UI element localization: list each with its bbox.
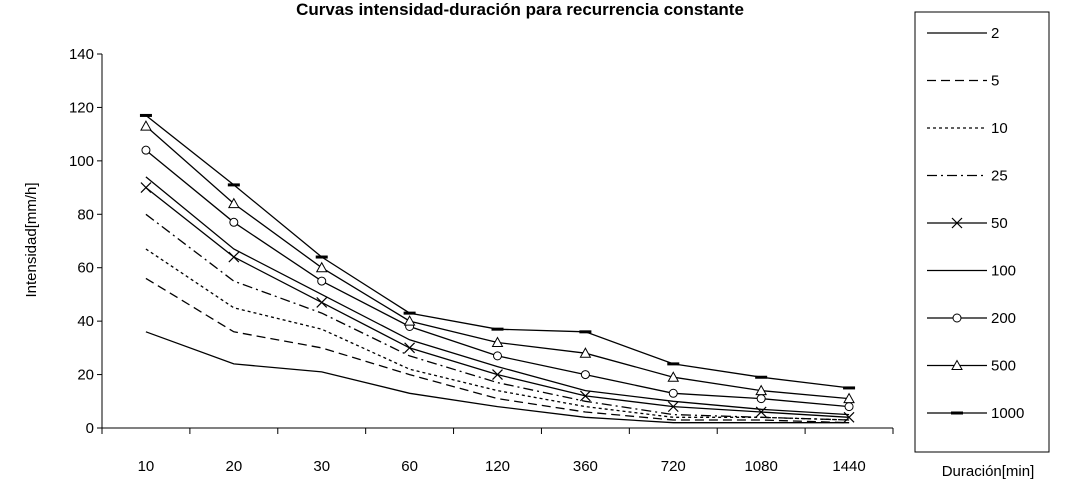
legend-box — [914, 11, 1050, 453]
data-point-50 — [140, 182, 152, 193]
legend-label-500: 500 — [991, 358, 1016, 375]
y-tick-label: 80 — [77, 206, 94, 223]
series-2 — [145, 331, 850, 424]
x-tick-label: 720 — [661, 458, 686, 475]
data-point-500 — [755, 384, 768, 396]
series-500 — [140, 120, 855, 404]
x-tick-label: 30 — [313, 458, 330, 475]
data-point-1000 — [139, 113, 152, 117]
x-tick-label: 1440 — [832, 458, 865, 475]
data-point-200 — [229, 217, 239, 227]
series-10 — [145, 248, 850, 421]
series-100 — [145, 176, 850, 416]
legend-marker-200 — [952, 313, 962, 323]
data-point-500 — [403, 315, 416, 326]
data-point-500 — [579, 347, 592, 358]
y-tick-label: 140 — [69, 46, 94, 63]
data-point-200 — [756, 394, 766, 404]
data-point-200 — [580, 370, 590, 380]
series-line-5 — [145, 277, 850, 424]
data-point-50 — [404, 342, 416, 354]
data-point-1000 — [667, 362, 680, 366]
legend-marker-1000 — [951, 411, 963, 415]
data-point-1000 — [491, 327, 504, 331]
y-tick-label: 20 — [77, 367, 94, 384]
data-point-1000 — [843, 386, 856, 390]
series-line-50 — [145, 187, 850, 418]
legend-label-100: 100 — [991, 263, 1016, 280]
x-tick-label: 10 — [138, 458, 155, 475]
legend-label-2: 2 — [991, 25, 999, 42]
x-tick-label: 20 — [225, 458, 242, 475]
series-1000 — [139, 113, 856, 390]
legend-marker-500 — [951, 359, 963, 370]
data-point-500 — [491, 336, 504, 348]
legend-label-5: 5 — [991, 73, 999, 90]
legend-label-200: 200 — [991, 310, 1016, 327]
data-point-200 — [844, 402, 854, 412]
data-point-200 — [141, 145, 151, 155]
series-200 — [141, 145, 854, 412]
data-point-50 — [228, 251, 240, 263]
plot-area — [139, 113, 856, 424]
x-tick-label: 1080 — [744, 458, 777, 475]
series-line-25 — [145, 213, 850, 421]
y-tick-label: 60 — [77, 260, 94, 277]
legend-label-1000: 1000 — [991, 405, 1024, 422]
legend-marker-50 — [951, 217, 963, 229]
data-point-1000 — [315, 255, 328, 259]
data-point-200 — [668, 388, 678, 398]
axes: 0 20 40 60 80 100 120 140 10 20 30 60 120 360 720 1080 1… — [69, 46, 894, 475]
series-25 — [145, 213, 850, 421]
y-tick-label: 0 — [86, 420, 94, 437]
data-point-500 — [667, 371, 680, 382]
x-axis-label: Duración[min] — [942, 463, 1035, 480]
series-5 — [145, 277, 850, 424]
y-tick-label: 100 — [69, 153, 94, 170]
y-tick-label: 120 — [69, 99, 94, 116]
legend-label-50: 50 — [991, 215, 1008, 232]
series-50 — [140, 182, 855, 423]
y-tick-label: 40 — [77, 313, 94, 330]
data-point-50 — [667, 401, 679, 413]
data-point-500 — [227, 197, 240, 209]
y-axis-label: Intensidad[mm/h] — [23, 182, 40, 297]
data-point-1000 — [755, 375, 768, 379]
data-point-50 — [316, 297, 328, 308]
data-point-200 — [493, 351, 502, 361]
x-tick-label: 360 — [573, 458, 598, 475]
data-point-50 — [579, 390, 591, 402]
x-tick-label: 60 — [401, 458, 418, 475]
chart-title: Curvas intensidad-duración para recurren… — [296, 0, 744, 19]
data-point-50 — [492, 369, 503, 380]
series-line-10 — [145, 248, 850, 421]
data-point-1000 — [403, 311, 416, 315]
data-point-500 — [843, 392, 855, 404]
data-point-500 — [140, 120, 152, 131]
x-tick-label: 120 — [485, 458, 510, 475]
series-line-100 — [145, 176, 850, 416]
legend-label-10: 10 — [991, 120, 1008, 137]
legend-label-25: 25 — [991, 168, 1008, 185]
data-point-1000 — [227, 183, 240, 187]
data-point-200 — [317, 276, 327, 286]
data-point-1000 — [579, 330, 592, 334]
series-line-2 — [145, 331, 850, 424]
series-line-1000 — [145, 114, 850, 389]
data-point-500 — [315, 261, 328, 273]
series-line-200 — [145, 149, 850, 408]
